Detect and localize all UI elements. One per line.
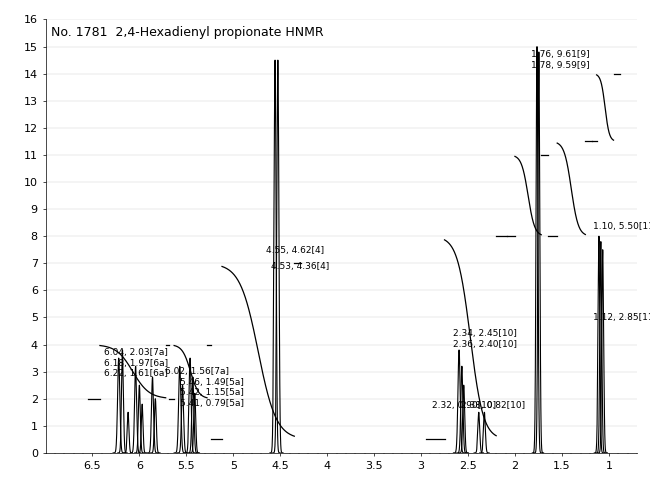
Text: 1.12, 2.85[11]: 1.12, 2.85[11] [593,313,650,321]
Text: 2.32, 0.90[10]: 2.32, 0.90[10] [432,401,496,410]
Text: 1.10, 5.50[11]: 1.10, 5.50[11] [593,222,650,231]
Text: 5.46, 1.49[5a]: 5.46, 1.49[5a] [180,377,244,387]
Text: 4.53, 4.36[4]: 4.53, 4.36[4] [271,262,329,271]
Text: 6.18, 1.97[6a]: 6.18, 1.97[6a] [104,358,168,368]
Text: 5.42, 1.15[5a]: 5.42, 1.15[5a] [180,388,244,397]
Text: No. 1781  2,4-Hexadienyl propionate HNMR: No. 1781 2,4-Hexadienyl propionate HNMR [51,26,324,39]
Text: 2.38, 0.82[10]: 2.38, 0.82[10] [462,401,526,410]
Text: 6.02, 1.56[7a]: 6.02, 1.56[7a] [164,367,229,375]
Text: 2.34, 2.45[10]: 2.34, 2.45[10] [453,329,517,338]
Text: 6.22, 1.61[6a]: 6.22, 1.61[6a] [104,370,168,378]
Text: 1.76, 9.61[9]: 1.76, 9.61[9] [531,50,590,59]
Text: 6.04, 2.03[7a]: 6.04, 2.03[7a] [104,348,168,357]
Text: 2.36, 2.40[10]: 2.36, 2.40[10] [453,340,517,350]
Text: 4.55, 4.62[4]: 4.55, 4.62[4] [266,246,324,255]
Text: 5.41, 0.79[5a]: 5.41, 0.79[5a] [180,399,244,408]
Text: 1.78, 9.59[9]: 1.78, 9.59[9] [531,61,590,71]
